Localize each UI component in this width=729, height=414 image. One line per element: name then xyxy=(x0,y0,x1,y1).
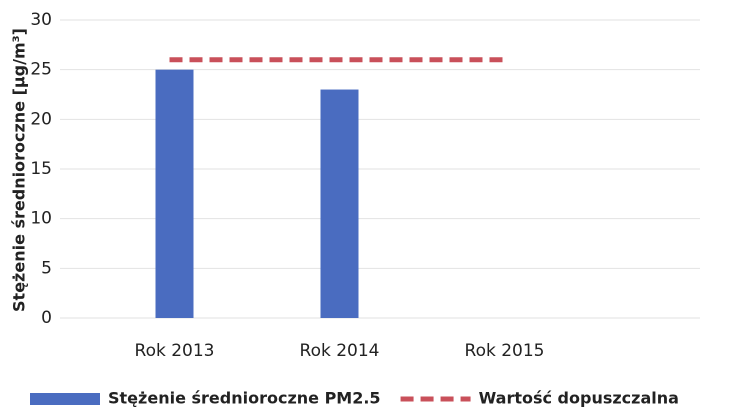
y-axis-title: Stężenie średnioroczne [µg/m³] xyxy=(10,28,29,312)
x-tick-label: Rok 2014 xyxy=(300,341,380,361)
bar xyxy=(155,69,194,319)
y-tick-label: 10 xyxy=(30,209,52,229)
y-tick-label: 20 xyxy=(30,109,52,129)
bar xyxy=(320,89,359,319)
x-tick-label: Rok 2015 xyxy=(465,341,545,361)
y-tick-label: 0 xyxy=(41,308,52,328)
y-tick-label: 25 xyxy=(30,60,52,80)
x-tick-label: Rok 2013 xyxy=(135,341,215,361)
y-tick-label: 15 xyxy=(30,159,52,179)
legend-label: Stężenie średnioroczne PM2.5 xyxy=(108,389,381,408)
y-tick-label: 5 xyxy=(41,258,52,278)
y-tick-label: 30 xyxy=(30,10,52,30)
legend-swatch xyxy=(30,393,100,405)
legend-label: Wartość dopuszczalna xyxy=(479,389,679,408)
